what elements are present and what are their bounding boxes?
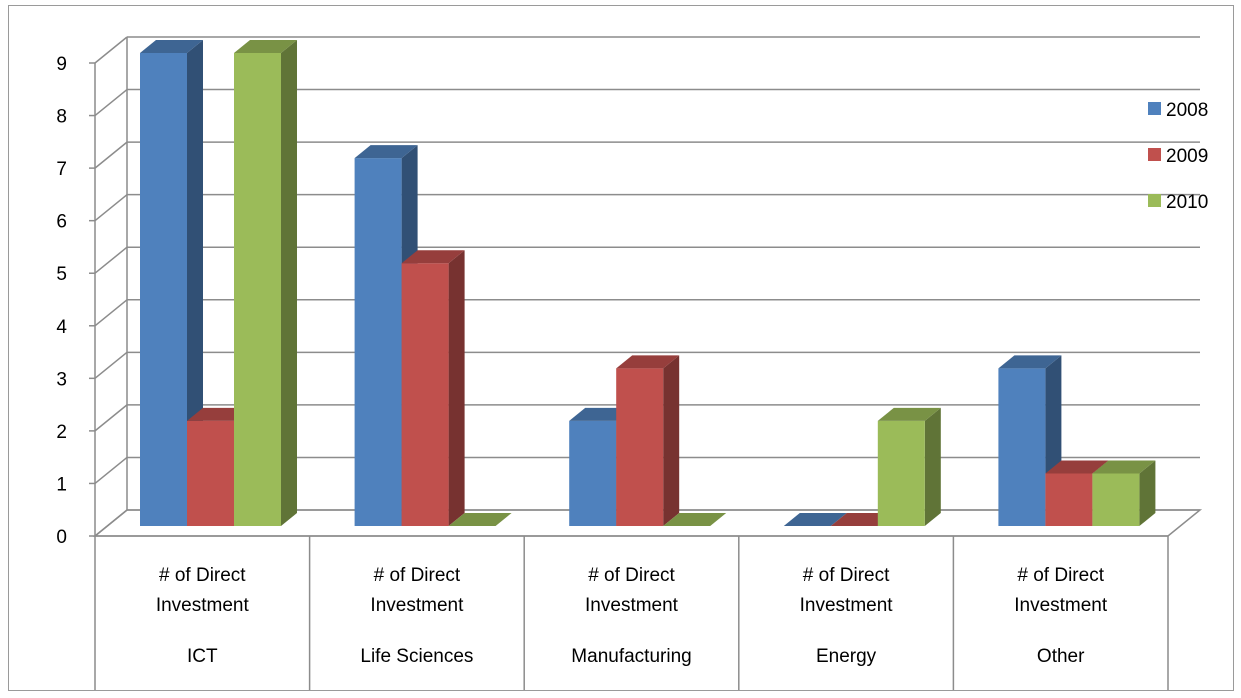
y-tick-label: 8 [56,107,67,128]
x-sublabel-line1: # of Direct [803,565,890,586]
x-sublabel-line1: # of Direct [1017,565,1104,586]
gridline-side-6 [94,194,128,222]
bar-side-2010-0 [281,40,297,526]
bar-2008-4 [998,368,1046,526]
bar-top-2008-0 [140,40,203,53]
x-sublabel-line1: # of Direct [159,565,246,586]
gridline-side-9 [94,36,128,64]
bar-2010-3 [877,420,925,526]
x-sublabel-line2: Investment [800,595,894,616]
gridline-side-7 [94,141,128,169]
gridline-side-5 [94,246,128,274]
x-sublabel-line2: Investment [1014,595,1108,616]
bar-2010-4 [1092,473,1140,526]
bar-2008-2 [569,420,617,526]
y-tick-label: 7 [56,159,67,180]
y-tick-label: 0 [56,527,67,548]
bar-top-2009-4 [1045,460,1109,474]
x-category-label: Other [1037,646,1085,667]
bar-2009-0 [187,420,234,526]
x-sublabel-line2: Investment [156,595,250,616]
y-tick-label: 5 [56,264,67,285]
bar-side-2010-3 [924,407,941,526]
bar-2009-4 [1045,473,1093,526]
x-category-label: Life Sciences [360,646,473,667]
legend-label-2010: 2010 [1166,192,1208,213]
bar-top-2009-2 [616,355,680,369]
bar-top-2010-0 [234,40,297,53]
bar-side-2010-4 [1139,460,1156,526]
bar-top-2010-1 [448,513,512,526]
bar-top-2008-1 [354,145,418,159]
bar-side-2008-0 [187,40,203,526]
bar-side-2009-1 [448,250,465,526]
legend-swatch-2010 [1148,194,1161,207]
x-sublabel-line1: # of Direct [588,565,675,586]
x-sublabel-line2: Investment [585,595,679,616]
x-sublabel-line1: # of Direct [374,565,461,586]
gridline-side-3 [94,351,128,379]
x-category-label: Manufacturing [571,646,691,667]
legend-label-2009: 2009 [1166,146,1208,167]
bar-top-2009-1 [401,250,465,264]
gridline-side-2 [94,404,128,432]
bar-top-2008-3 [783,513,847,526]
bar-2010-0 [234,53,281,526]
legend-label-2008: 2008 [1166,100,1208,121]
gridline-side-1 [94,456,128,485]
bar-top-2010-4 [1092,460,1156,474]
y-tick-label: 4 [56,317,67,338]
legend-swatch-2009 [1148,148,1161,161]
x-category-label: ICT [187,646,218,667]
bar-top-2010-2 [663,513,727,526]
bar-top-2008-4 [998,355,1062,369]
bar-side-2009-2 [663,355,680,526]
bar-2009-1 [401,263,449,526]
y-tick-label: 1 [56,474,67,495]
y-tick-label: 3 [56,369,67,390]
bar-top-2010-3 [877,407,941,421]
bar-2008-0 [140,53,187,526]
legend-swatch-2008 [1148,102,1161,115]
gridline-side-4 [94,299,128,327]
y-tick-label: 9 [56,54,67,75]
bar-2008-1 [354,158,402,526]
x-category-label: Energy [816,646,877,667]
bar-2009-2 [616,368,664,526]
x-sublabel-line2: Investment [370,595,464,616]
y-tick-label: 6 [56,212,67,233]
gridline-side-8 [94,88,128,117]
y-tick-label: 2 [56,422,67,443]
